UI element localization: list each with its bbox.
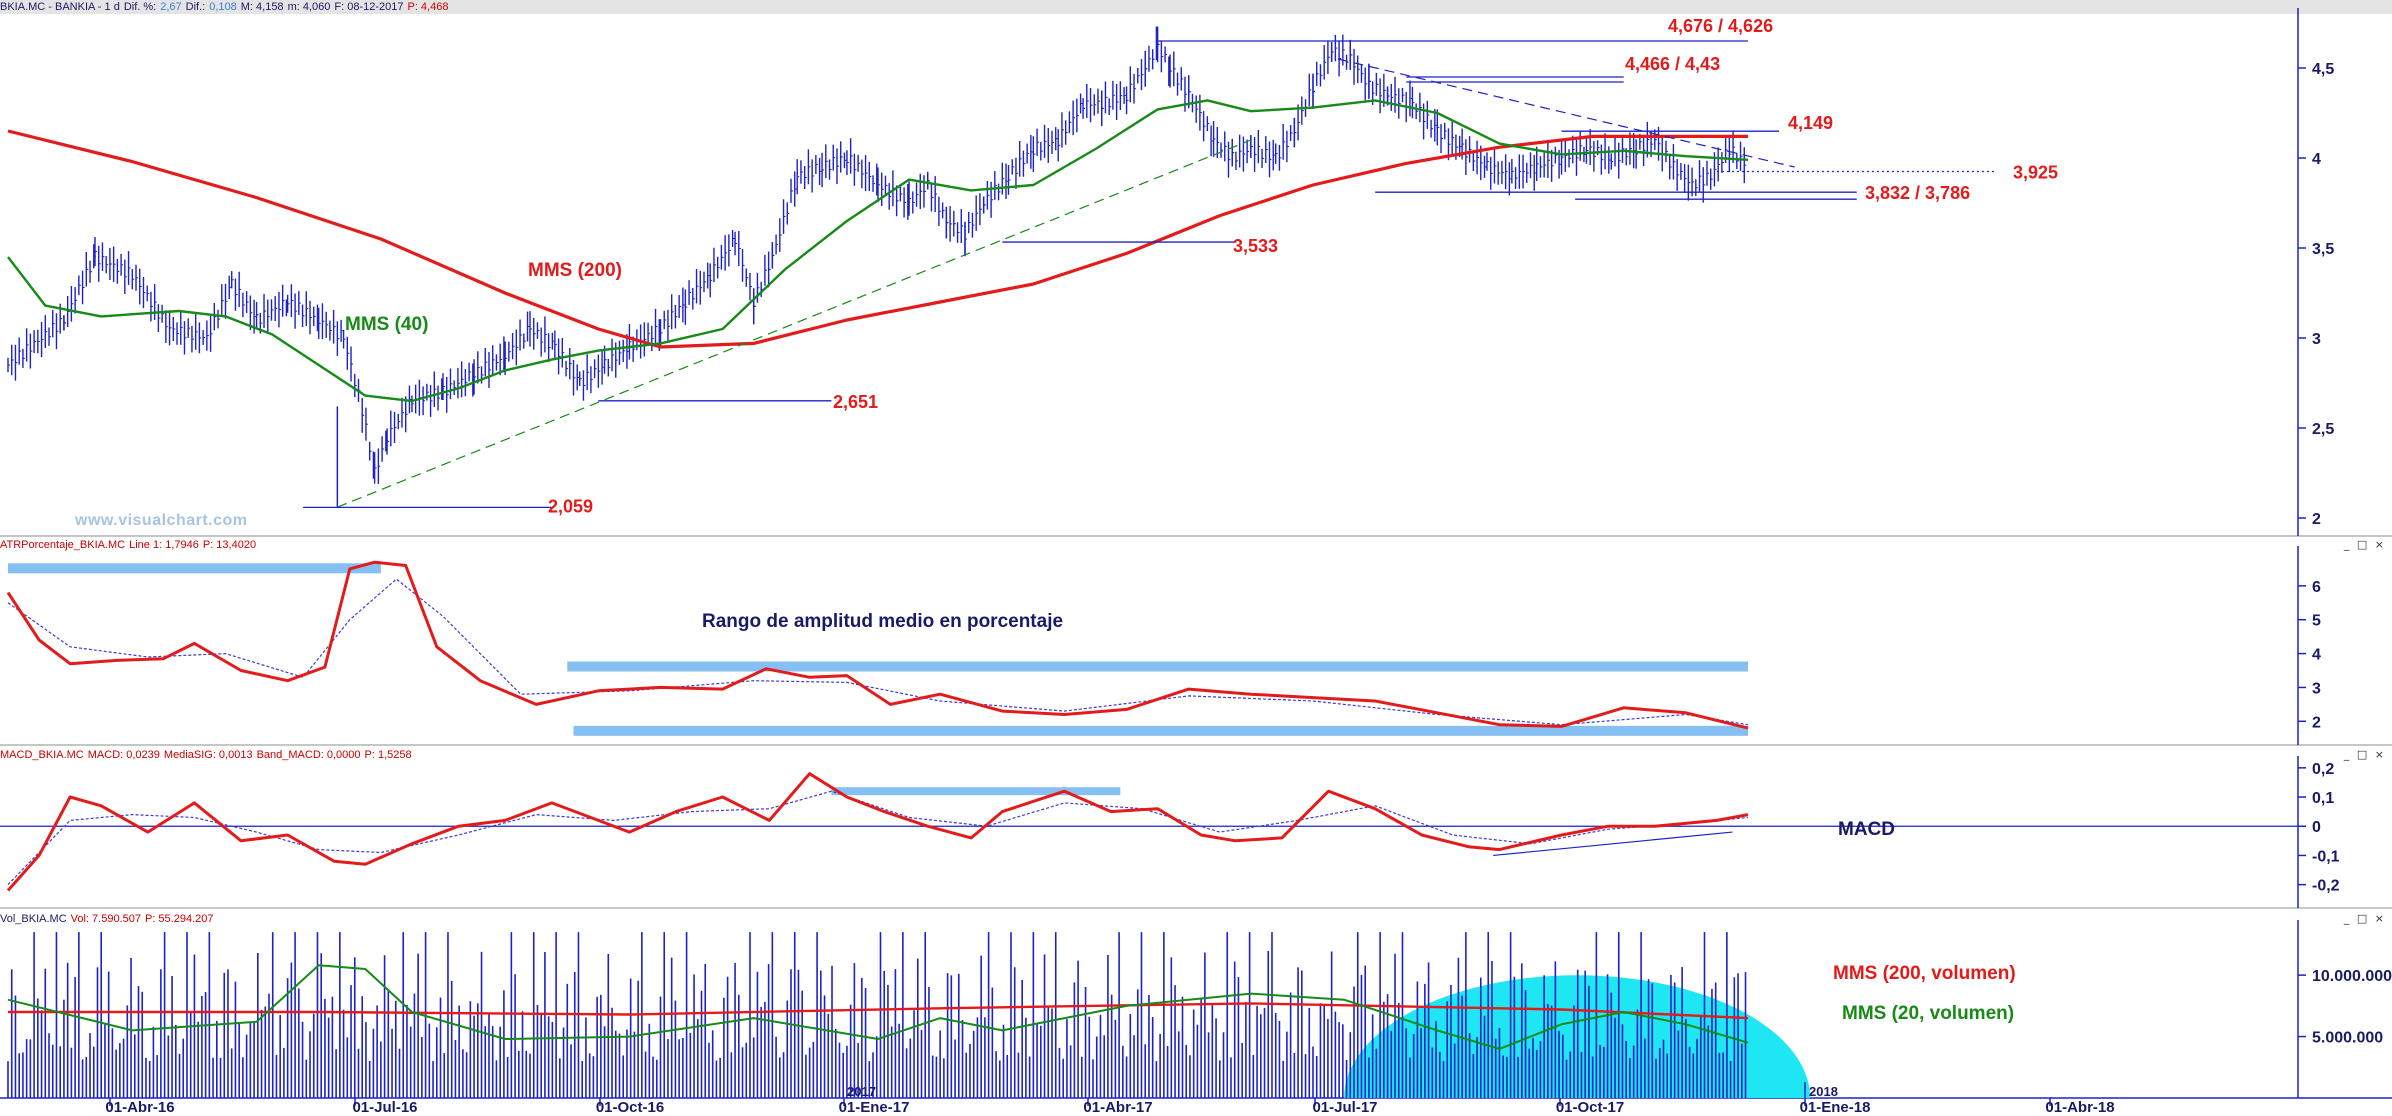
- highlight-band: [8, 563, 381, 574]
- x-tick-label: 01-Abr-17: [1083, 1099, 1152, 1116]
- y-tick-label: 5.000.000: [2312, 1030, 2383, 1047]
- y-tick-label: 3: [2312, 331, 2321, 348]
- macd-line: [6, 772, 1749, 892]
- price-header-item: 2,67: [160, 1, 182, 13]
- price-bars: [7, 26, 1747, 485]
- level-label: 2,059: [548, 496, 593, 516]
- price-header-item: M: 4,158: [240, 1, 284, 13]
- x-tick-label: 01-Abr-18: [2045, 1099, 2114, 1116]
- x-tick-label: 01-Abr-16: [105, 1099, 174, 1116]
- x-year-label: 2018: [1809, 1084, 1838, 1099]
- price-header-item: m: 4,060: [287, 1, 331, 13]
- vol-mms20-label: MMS (20, volumen): [1842, 1003, 2014, 1024]
- level-label: 3,533: [1233, 236, 1278, 256]
- x-year-label: 2017: [847, 1084, 876, 1099]
- macd-panel-header: MACD_BKIA.MC MACD: 0,0239 MediaSIG: 0,0013…: [0, 748, 416, 762]
- macd-header-item: P: 1,5258: [364, 749, 412, 761]
- level-label: 3,832 / 3,786: [1865, 183, 1970, 203]
- y-tick-label: 0: [2312, 819, 2321, 836]
- y-tick-label: 6: [2312, 579, 2321, 596]
- level-label: 2,651: [833, 392, 878, 412]
- vol-panel-header: Vol_BKIA.MC Vol: 7.590.507 P: 55.294.207: [0, 912, 218, 926]
- y-tick-label: 4: [2312, 647, 2321, 664]
- mms40-label: MMS (40): [345, 314, 428, 335]
- highlight-band: [573, 725, 1748, 736]
- price-panel-header: BKIA.MC - BANKIA - 1 d Dif. %: 2,67 Dif.: 0,…: [0, 0, 2392, 14]
- vol-panel-controls[interactable]: _ □ ×: [2343, 912, 2386, 925]
- macd-title: MACD: [1838, 819, 1895, 840]
- y-tick-label: 4: [2312, 151, 2321, 168]
- level-label: 4,676 / 4,626: [1668, 16, 1773, 36]
- vol-header-item: P: 55.294.207: [144, 913, 214, 925]
- x-tick-label: 01-Ene-18: [1800, 1099, 1871, 1116]
- atr-signal-line: [7, 578, 1749, 726]
- x-tick-label: 01-Jul-17: [1312, 1099, 1377, 1116]
- trendline: [1337, 58, 1795, 168]
- vol-mms20-line: [7, 964, 1749, 1050]
- y-tick-label: 2: [2312, 511, 2321, 528]
- atr-panel-header: ATRPorcentaje_BKIA.MC Line 1: 1,7946 P: 13…: [0, 538, 260, 552]
- price-header-item: BKIA.MC - BANKIA - 1 d: [0, 1, 120, 13]
- x-tick-label: 01-Ene-17: [839, 1099, 910, 1116]
- level-label: 4,149: [1788, 113, 1833, 133]
- y-tick-label: -0,1: [2312, 848, 2340, 865]
- price-header-item: F: 08-12-2017: [334, 1, 404, 13]
- price-header-item: Dif.:: [185, 1, 206, 13]
- highlight-band: [831, 787, 1121, 796]
- macd-header-item: MACD: 0,0239: [87, 749, 160, 761]
- y-tick-label: 5: [2312, 613, 2321, 630]
- atr-header-item: Line 1: 1,7946: [129, 539, 199, 551]
- mms40-line: [7, 99, 1749, 403]
- y-tick-label: 0,1: [2312, 790, 2334, 807]
- level-label: 3,925: [2013, 163, 2058, 183]
- price-header-item: Dif. %:: [123, 1, 157, 13]
- y-tick-label: 3: [2312, 680, 2321, 697]
- macd-header-item: MediaSIG: 0,0013: [163, 749, 253, 761]
- x-tick-label: 01-Jul-16: [352, 1099, 417, 1116]
- level-label: 4,466 / 4,43: [1625, 54, 1720, 74]
- mms200-label: MMS (200): [528, 260, 622, 281]
- macd-header-item: Band_MACD: 0,0000: [256, 749, 361, 761]
- y-tick-label: 0,2: [2312, 761, 2334, 778]
- atr-line: [6, 560, 1749, 730]
- vol-mms200-label: MMS (200, volumen): [1833, 963, 2016, 984]
- macd-panel-controls[interactable]: _ □ ×: [2343, 748, 2386, 761]
- vol-header-item: Vol: 7.590.507: [70, 913, 141, 925]
- trendline: [337, 139, 1252, 508]
- highlight-band: [567, 661, 1749, 672]
- atr-header-item: P: 13,4020: [202, 539, 257, 551]
- y-tick-label: 4,5: [2312, 61, 2334, 78]
- y-tick-label: -0,2: [2312, 878, 2340, 895]
- vol-header-item: Vol_BKIA.MC: [0, 913, 67, 925]
- vol-mms200-line: [8, 1002, 1749, 1020]
- y-tick-label: 3,5: [2312, 241, 2334, 258]
- mms200-line: [7, 129, 1748, 349]
- x-tick-label: 01-Oct-16: [596, 1099, 664, 1116]
- atr-title: Rango de amplitud medio en porcentaje: [702, 611, 1063, 632]
- x-tick-label: 01-Oct-17: [1556, 1099, 1624, 1116]
- y-tick-label: 2: [2312, 714, 2321, 731]
- watermark: www.visualchart.com: [75, 512, 248, 529]
- atr-header-item: ATRPorcentaje_BKIA.MC: [0, 539, 126, 551]
- price-header-item: P: 4,468: [407, 1, 449, 13]
- price-header-item: 0,108: [209, 1, 237, 13]
- y-tick-label: 2,5: [2312, 421, 2334, 438]
- macd-signal-line: [7, 790, 1749, 886]
- volume-bars: [7, 932, 1747, 1098]
- y-tick-label: 10.000.000: [2312, 968, 2392, 985]
- trendline: [1493, 831, 1733, 857]
- atr-panel-controls[interactable]: _ □ ×: [2343, 538, 2386, 551]
- macd-header-item: MACD_BKIA.MC: [0, 749, 84, 761]
